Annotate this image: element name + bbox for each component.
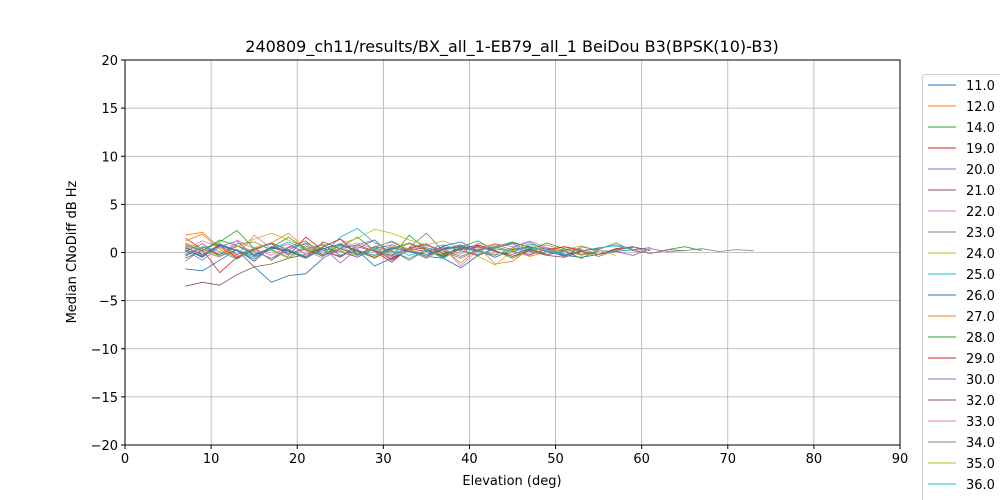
x-tick-label: 20 [289,452,306,467]
x-tick-label: 30 [375,452,392,467]
legend-label: 29.0 [966,352,995,367]
legend-label: 24.0 [966,247,995,262]
y-tick-label: −10 [91,343,118,358]
series-line-37.0 [185,243,479,259]
series-line-24.0 [185,228,616,266]
series-line-20.0 [185,239,685,264]
series-lines [185,227,754,287]
legend: 11.0 12.0 14.0 19.0 20.0 21.0 22.0 23.0 24.0 25.0… [922,74,1000,500]
legend-label: 11.0 [966,79,995,94]
legend-label: 20.0 [966,163,995,178]
legend-label: 14.0 [966,121,995,136]
legend-label: 36.0 [966,478,995,493]
y-tick-label: 15 [101,102,118,117]
x-tick-label: 40 [461,452,478,467]
series-line-26.0 [185,241,599,267]
x-tick-label: 80 [806,452,823,467]
x-tick-label: 90 [892,452,909,467]
y-tick-label: −15 [91,391,118,406]
x-tick-label: 60 [633,452,650,467]
legend-label: 25.0 [966,268,995,283]
legend-label: 32.0 [966,394,995,409]
legend-label: 27.0 [966,310,995,325]
x-tick-label: 50 [547,452,564,467]
x-tick-label: 0 [121,452,129,467]
y-tick-label: −20 [91,439,118,454]
legend-label: 19.0 [966,142,995,157]
series-line-35.0 [185,240,548,259]
y-tick-label: 5 [110,198,118,213]
series-line-21.0 [185,245,634,287]
x-tick-label: 70 [720,452,737,467]
legend-label: 30.0 [966,373,995,388]
x-tick-label: 10 [203,452,220,467]
series-line-36.0 [185,243,565,260]
legend-label: 33.0 [966,415,995,430]
legend-label: 26.0 [966,289,995,304]
legend-label: 28.0 [966,331,995,346]
legend-label: 12.0 [966,100,995,115]
legend-label: 21.0 [966,184,995,199]
y-tick-label: 10 [101,150,118,165]
y-tick-label: −5 [99,295,118,310]
chart-title: 240809_ch11/results/BX_all_1-EB79_all_1 … [245,37,778,57]
y-axis-label: Median CNoDiff dB Hz [65,180,80,323]
series-line-27.0 [185,232,599,264]
series-line-34.0 [185,242,582,261]
legend-label: 35.0 [966,457,995,472]
legend-label: 23.0 [966,226,995,241]
y-tick-label: 20 [101,54,118,69]
legend-box [922,74,1000,500]
legend-label: 22.0 [966,205,995,220]
y-tick-label: 0 [110,247,118,262]
series-line-32.0 [185,241,548,262]
x-axis-label: Elevation (deg) [462,474,561,489]
legend-label: 34.0 [966,436,995,451]
